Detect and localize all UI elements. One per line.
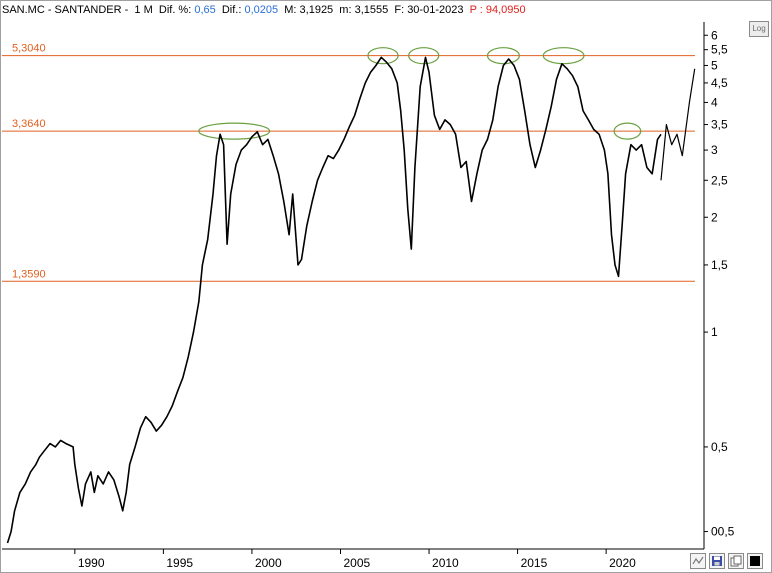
highlight-ellipse-3 [486, 47, 520, 65]
x-tick-label-5: 2015 [521, 556, 548, 570]
horizontal-lines: 5,3040 3,3640 1,3590 [2, 43, 695, 282]
save-button[interactable] [709, 553, 725, 569]
zigzag-icon [692, 556, 704, 565]
price-series [6, 56, 696, 544]
symbol-label: SAN.MC - SANTANDER - [2, 4, 132, 16]
y-tick-label-2: 5 [711, 58, 718, 72]
date-value: 30-01-2023 [407, 4, 464, 16]
y-tick-label-6: 3 [711, 143, 718, 157]
level-label-0: 5,3040 [12, 43, 46, 55]
highlight-ellipse-5 [613, 122, 642, 140]
log-scale-button[interactable]: Log [749, 21, 769, 37]
min-value: 3,1555 [354, 4, 389, 16]
p-label: P : [463, 4, 486, 16]
highlight-ellipses [198, 47, 642, 140]
highlight-ellipse-4 [542, 47, 585, 65]
x-tick-label-0: 1990 [78, 556, 105, 570]
highlight-ellipse-0 [198, 122, 271, 140]
y-tick-label-5: 3,5 [711, 118, 728, 132]
x-axis-ticks: 1990 1995 2000 2005 2010 2015 2020 [74, 549, 636, 570]
pan-tool-button[interactable] [690, 553, 706, 569]
y-tick-label-9: 1,5 [711, 258, 728, 272]
y-tick-label-8: 2 [711, 210, 718, 224]
dif-value: 0,0205 [244, 4, 279, 16]
copy-icon [730, 555, 742, 567]
date-label: F: [388, 4, 408, 16]
series-line-1 [660, 68, 696, 181]
period-label: 1 M [131, 4, 153, 16]
level-label-1: 3,3640 [12, 118, 46, 130]
y-tick-label-10: 1 [711, 325, 718, 339]
dif-pct-value: 0,65 [194, 4, 216, 16]
level-label-2: 1,3590 [12, 268, 46, 280]
y-axis-ticks: 65,55 4,5 4 3,5 3 2,5 2 1,5 1 0,5 00,5 [704, 28, 735, 539]
p-value: 94,0950 [485, 4, 526, 16]
y-tick-label-12: 00,5 [711, 525, 735, 539]
axes [2, 22, 705, 550]
max-label: M: [278, 4, 300, 16]
max-value: 3,1925 [299, 4, 334, 16]
x-tick-label-2: 2000 [255, 556, 282, 570]
min-label: m: [333, 4, 355, 16]
black-square-icon [750, 556, 760, 566]
color-button[interactable] [747, 553, 763, 569]
dif-label: Dif.: [215, 4, 245, 16]
y-tick-label-11: 0,5 [711, 440, 728, 454]
dif-pct-label: Dif. %: [152, 4, 195, 16]
y-tick-label-7: 2,5 [711, 173, 728, 187]
y-tick-label-4: 4 [711, 95, 718, 109]
x-tick-label-4: 2010 [432, 556, 459, 570]
y-tick-label-3: 4,5 [711, 76, 728, 90]
series-line-0 [6, 56, 662, 544]
x-tick-label-1: 1995 [166, 556, 193, 570]
y-tick-label-0: 6 [711, 28, 718, 42]
copy-button[interactable] [728, 553, 744, 569]
x-tick-label-6: 2020 [609, 556, 636, 570]
x-tick-label-3: 2005 [343, 556, 370, 570]
quote-header: SAN.MC - SANTANDER - 1 M Dif. %: 0,65 Di… [2, 2, 707, 18]
y-tick-label-1: 5,5 [711, 43, 728, 57]
chart-toolbar [690, 551, 770, 571]
highlight-ellipse-1 [367, 47, 399, 65]
floppy-disk-icon [712, 556, 722, 566]
